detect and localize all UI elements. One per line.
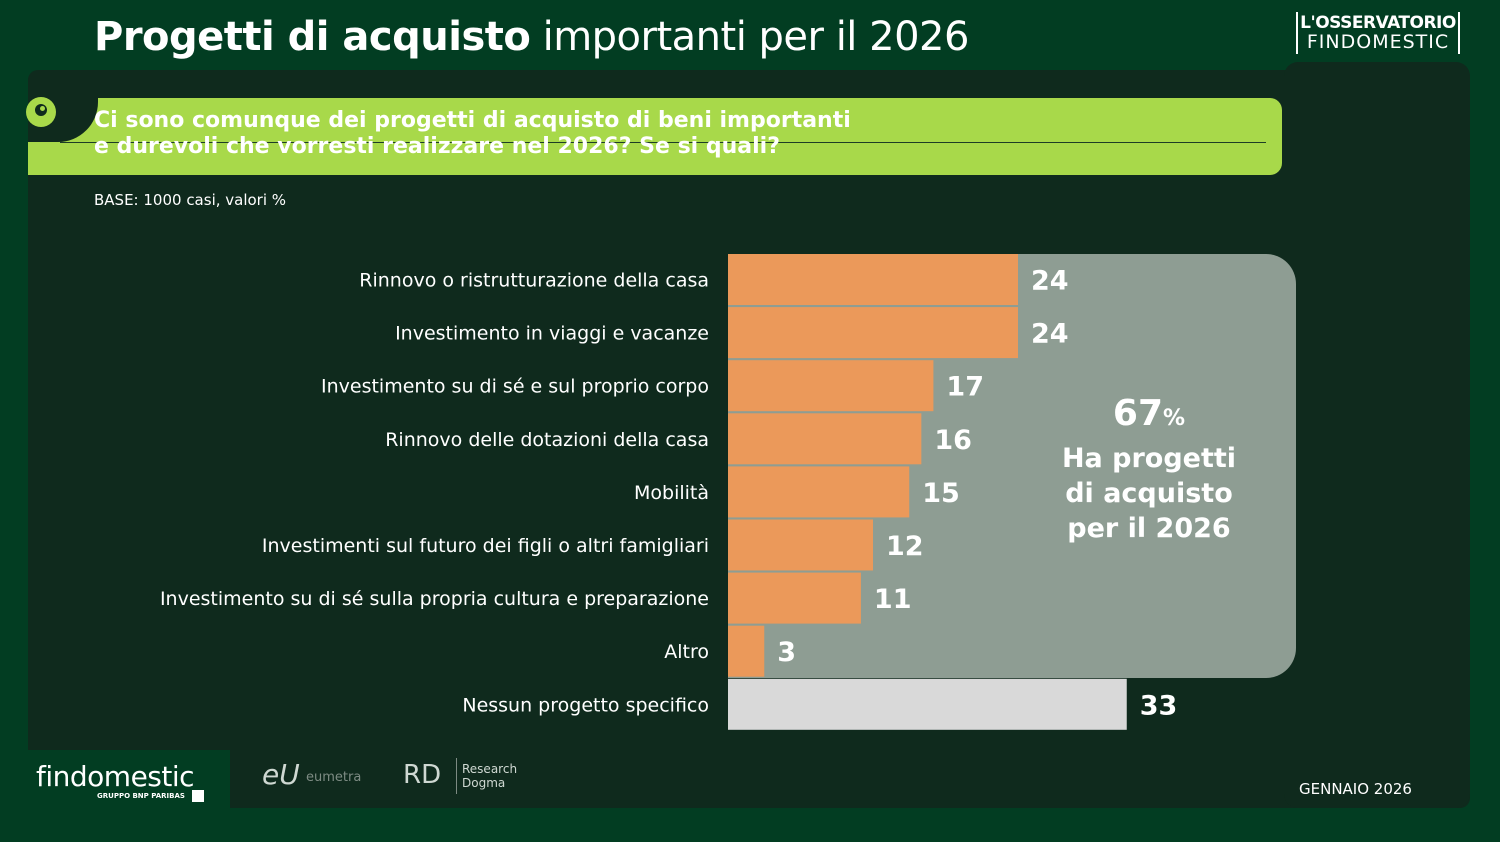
category-label-4: Rinnovo delle dotazioni della casa [385, 429, 709, 451]
research-dogma-logo-mark: RD [403, 760, 442, 790]
callout-line1: Ha progetti [1061, 443, 1237, 474]
observatory-logo: L'OSSERVATORIO FINDOMESTIC [1296, 12, 1460, 54]
bar-7 [728, 572, 861, 624]
findomestic-logo: findomestic [36, 760, 195, 793]
category-label-9: Nessun progetto specifico [462, 694, 709, 716]
observatory-logo-line1: L'OSSERVATORIO [1300, 13, 1456, 33]
callout-value: 67% [1046, 392, 1252, 441]
bullet-dot-core [40, 106, 45, 111]
right-side-block [1284, 62, 1470, 808]
survey-question-line2: e durevoli che vorresti realizzare nel 2… [94, 134, 780, 159]
bar-9 [728, 678, 1127, 730]
bar-4 [728, 413, 922, 465]
base-note: BASE: 1000 casi, valori % [94, 191, 287, 209]
value-label-9: 33 [1140, 690, 1178, 721]
bar-8 [728, 625, 765, 677]
research-dogma-line2: Dogma [462, 776, 506, 790]
eumetra-logo-mark: eU [262, 758, 300, 791]
value-label-7: 11 [874, 584, 912, 615]
value-label-6: 12 [886, 531, 924, 562]
survey-question: Ci sono comunque dei progetti di acquist… [94, 108, 851, 160]
category-label-5: Mobilità [634, 482, 709, 504]
callout-line2: di acquisto [1065, 478, 1233, 509]
question-banner-rule [60, 142, 1266, 143]
survey-question-line1: Ci sono comunque dei progetti di acquist… [94, 108, 851, 133]
bar-6 [728, 519, 873, 571]
bar-1 [728, 254, 1018, 305]
bnp-square-icon [192, 790, 204, 802]
page-title-rest: importanti per il 2026 [530, 14, 970, 60]
value-label-5: 15 [922, 478, 960, 509]
callout: 67% Ha progetti di acquisto per il 2026 [1046, 392, 1252, 546]
bar-5 [728, 466, 910, 518]
value-label-1: 24 [1031, 266, 1069, 297]
research-dogma-line1: Research [462, 762, 518, 776]
observatory-logo-line2: FINDOMESTIC [1306, 31, 1450, 53]
category-label-6: Investimenti sul futuro dei figli o altr… [262, 535, 709, 557]
research-dogma-logo-text: Research Dogma [462, 762, 517, 790]
value-label-3: 17 [946, 372, 984, 403]
bar-3 [728, 360, 934, 412]
callout-number: 67 [1112, 393, 1164, 434]
report-date: GENNAIO 2026 [1299, 780, 1412, 798]
findomestic-logo-sub: GRUPPO BNP PARIBAS [97, 792, 185, 800]
category-label-7: Investimento su di sé sulla propria cult… [160, 588, 709, 610]
value-label-8: 3 [777, 637, 796, 668]
research-dogma-separator [456, 758, 457, 794]
category-label-1: Rinnovo o ristrutturazione della casa [359, 270, 709, 292]
page-title-bold: Progetti di acquisto [94, 14, 531, 60]
value-label-4: 16 [934, 425, 972, 456]
category-label-8: Altro [664, 641, 709, 663]
value-label-2: 24 [1031, 319, 1069, 350]
category-label-3: Investimento su di sé e sul proprio corp… [321, 376, 709, 398]
page-title: Progetti di acquisto importanti per il 2… [94, 14, 969, 60]
category-label-2: Investimento in viaggi e vacanze [395, 323, 709, 345]
bar-2 [728, 307, 1018, 359]
callout-line3: per il 2026 [1067, 513, 1231, 544]
eumetra-logo-text: eumetra [306, 770, 362, 785]
callout-unit: % [1163, 406, 1186, 431]
question-banner [28, 98, 1282, 175]
